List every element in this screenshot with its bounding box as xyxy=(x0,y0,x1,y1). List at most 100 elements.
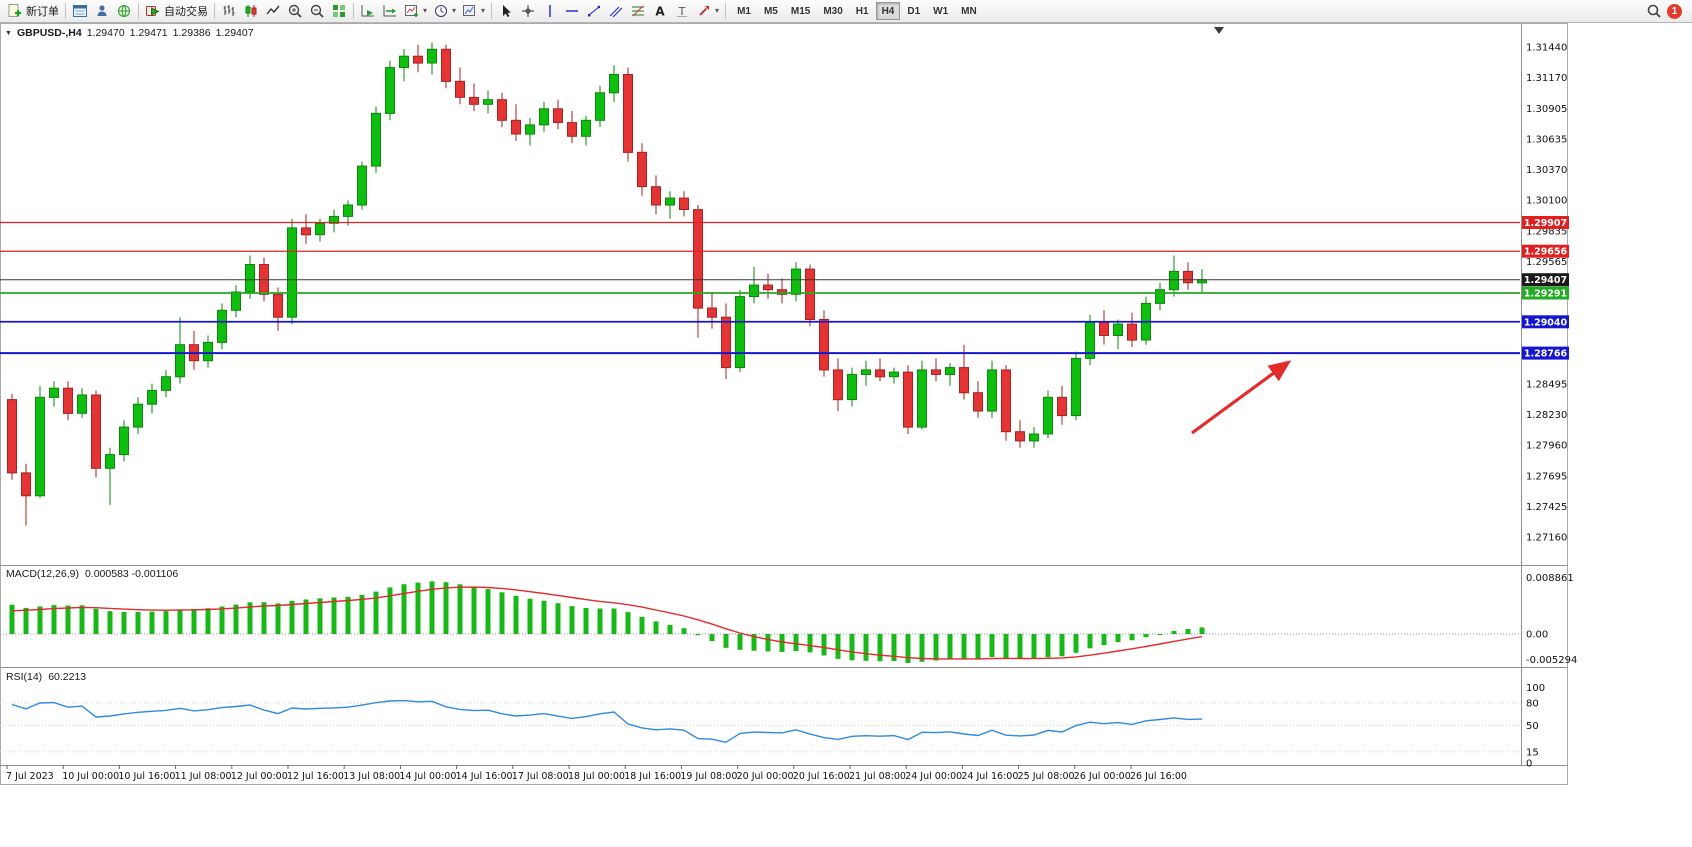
candle xyxy=(455,67,465,105)
timeframe-button-m30[interactable]: M30 xyxy=(817,2,848,20)
macd-histogram-bar xyxy=(1199,627,1205,634)
candle xyxy=(7,393,17,480)
candle xyxy=(245,255,255,299)
timeframe-button-w1[interactable]: W1 xyxy=(927,2,954,20)
auto-scroll-button[interactable] xyxy=(357,1,379,21)
symbol-dropdown-icon[interactable]: ▼ xyxy=(5,29,12,37)
macd-histogram-bar xyxy=(387,587,393,634)
candle xyxy=(1057,385,1067,425)
candle xyxy=(945,363,955,386)
chart-shift-button[interactable] xyxy=(379,1,401,21)
toolbar-separator xyxy=(353,3,354,19)
macd-histogram-bar xyxy=(779,634,785,652)
timeframe-button-h4[interactable]: H4 xyxy=(875,2,901,20)
notification-badge[interactable]: 1 xyxy=(1667,3,1682,19)
macd-histogram-bar xyxy=(485,589,491,634)
candle xyxy=(175,317,185,384)
zoom-out-button[interactable] xyxy=(306,1,328,21)
periods-button[interactable]: ▾ xyxy=(430,1,459,21)
candle xyxy=(651,175,661,215)
bar-chart-button[interactable] xyxy=(218,1,240,21)
macd-histogram-bar xyxy=(191,609,197,634)
time-axis-label: 24 Jul 00:00 xyxy=(905,771,962,782)
line-chart-button[interactable] xyxy=(262,1,284,21)
market-watch-button[interactable] xyxy=(69,1,91,21)
macd-histogram-bar xyxy=(569,606,575,634)
macd-histogram-bar xyxy=(1129,634,1135,641)
candle xyxy=(693,205,703,338)
timeframe-button-m1[interactable]: M1 xyxy=(731,2,757,20)
time-axis-label: 20 Jul 00:00 xyxy=(737,771,794,782)
candle xyxy=(819,310,829,377)
macd-histogram-bar xyxy=(121,612,127,634)
candle xyxy=(889,367,899,384)
navigator-button[interactable] xyxy=(113,1,135,21)
macd-histogram-bar xyxy=(1003,634,1009,658)
timeframe-button-m15[interactable]: M15 xyxy=(785,2,816,20)
candle xyxy=(875,358,885,382)
channel-icon xyxy=(609,6,623,18)
price-chart[interactable]: 1.31440 1.31170 1.30905 1.30635 1.30370 1.301… xyxy=(0,23,1692,789)
zoom-in-button[interactable] xyxy=(284,1,306,21)
macd-histogram-bar xyxy=(233,604,239,634)
text-icon: A xyxy=(655,5,665,19)
data-window-button[interactable] xyxy=(91,1,113,21)
macd-histogram-bar xyxy=(933,634,939,661)
new-chart-button[interactable]: ▾ xyxy=(401,1,430,21)
auto-trading-button[interactable]: 自动交易 xyxy=(142,1,211,21)
trendline-button[interactable] xyxy=(583,1,605,21)
macd-histogram-bar xyxy=(639,616,645,634)
text-label-button[interactable]: T xyxy=(671,1,693,21)
time-axis-label: 17 Jul 08:00 xyxy=(512,771,569,782)
templates-button[interactable]: ▾ xyxy=(459,1,488,21)
candle xyxy=(497,92,507,128)
template-icon xyxy=(463,5,476,16)
time-axis-label: 10 Jul 00:00 xyxy=(62,771,119,782)
auto-trading-label: 自动交易 xyxy=(164,6,208,18)
chart-shift-marker[interactable] xyxy=(1214,27,1224,34)
macd-histogram-bar xyxy=(345,596,351,634)
timeframe-button-d1[interactable]: D1 xyxy=(901,2,926,20)
candle xyxy=(833,358,843,412)
macd-histogram-bar xyxy=(1115,634,1121,643)
time-axis-label: 18 Jul 16:00 xyxy=(624,771,681,782)
price-badge: 1.29656 xyxy=(1522,244,1569,258)
new-order-button[interactable]: 新订单 xyxy=(4,1,62,21)
channel-button[interactable] xyxy=(605,1,627,21)
price-badge: 1.28766 xyxy=(1522,346,1569,360)
candle xyxy=(343,200,353,226)
search-button[interactable] xyxy=(1643,1,1665,21)
macd-histogram-bar xyxy=(23,607,29,634)
candle xyxy=(1043,390,1053,439)
horizontal-line-button[interactable] xyxy=(561,1,583,21)
timeframe-button-h1[interactable]: H1 xyxy=(850,2,875,20)
timeframe-button-mn[interactable]: MN xyxy=(955,2,983,20)
text-label-icon: T xyxy=(677,5,688,18)
cursor-button[interactable] xyxy=(495,1,517,21)
tile-windows-button[interactable] xyxy=(328,1,350,21)
candle xyxy=(287,218,297,325)
macd-histogram-bar xyxy=(51,605,57,634)
arrows-button[interactable]: ▾ xyxy=(693,1,722,21)
price-axis-label: 1.28495 xyxy=(1526,379,1567,390)
crosshair-button[interactable] xyxy=(517,1,539,21)
cursor-icon xyxy=(503,5,512,17)
text-button[interactable]: A xyxy=(649,1,671,21)
trend-arrow-annotation[interactable] xyxy=(1191,360,1292,435)
price-axis-label: 1.30100 xyxy=(1526,196,1567,207)
fibonacci-button[interactable] xyxy=(627,1,649,21)
candle xyxy=(1183,262,1193,290)
clock-icon xyxy=(435,5,448,17)
vertical-line-button[interactable] xyxy=(539,1,561,21)
candle xyxy=(469,83,479,112)
macd-histogram-bar xyxy=(247,602,253,634)
svg-text:1.29040: 1.29040 xyxy=(1524,317,1568,328)
timeframe-button-m5[interactable]: M5 xyxy=(758,2,784,20)
time-axis-label: 25 Jul 08:00 xyxy=(1018,771,1075,782)
macd-histogram-bar xyxy=(723,634,729,648)
rsi-axis-label: 50 xyxy=(1526,721,1539,732)
candlestick-chart-button[interactable] xyxy=(240,1,262,21)
macd-histogram-bar xyxy=(1157,634,1163,635)
macd-histogram-bar xyxy=(93,608,99,634)
